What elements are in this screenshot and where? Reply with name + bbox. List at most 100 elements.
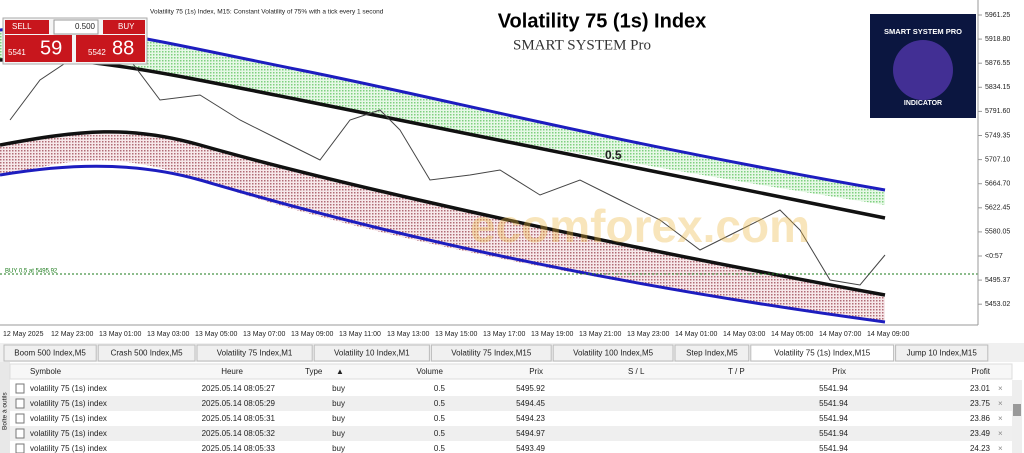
ask-small: 88	[112, 37, 134, 59]
ask-box[interactable]	[76, 35, 145, 62]
cell-price: 5493.49	[516, 444, 545, 453]
tab[interactable]	[750, 344, 895, 362]
time-label: 13 May 13:00	[387, 331, 430, 338]
price-label: 5580.05	[985, 229, 1010, 236]
close-button[interactable]: ×	[998, 444, 1003, 453]
upper-band	[0, 27, 885, 205]
time-label: 13 May 01:00	[99, 331, 142, 338]
sell-label: SELL	[12, 22, 32, 31]
tab-label: Volatility 10 Index,M1	[334, 349, 410, 358]
close-button[interactable]: ×	[998, 414, 1003, 423]
tab[interactable]	[97, 344, 196, 362]
ad-title: SMART SYSTEM PRO	[884, 27, 962, 36]
cell-type: buy	[332, 384, 345, 393]
subtitle: SMART SYSTEM Pro	[513, 37, 651, 53]
table-row[interactable]	[10, 396, 1012, 411]
cell-profit: 23.49	[970, 429, 991, 438]
time-label: 12 May 2025	[3, 331, 44, 338]
bid-big: 5541	[8, 48, 26, 57]
table-row[interactable]	[10, 381, 1012, 396]
column-header: Prix	[832, 367, 846, 376]
tab[interactable]	[196, 344, 313, 362]
cell-profit: 23.86	[970, 414, 991, 423]
column-header: Heure	[221, 367, 243, 376]
cell-profit: 23.01	[970, 384, 991, 393]
tab[interactable]	[895, 344, 989, 362]
ad-subtitle: INDICATOR	[904, 100, 942, 107]
toolbox-label: Boîte à outils	[2, 392, 9, 430]
time-label: 14 May 07:00	[819, 331, 862, 338]
tab[interactable]	[674, 344, 750, 362]
cell-symbol: volatility 75 (1s) index	[30, 414, 107, 423]
table-row[interactable]	[10, 426, 1012, 441]
row-icon	[15, 383, 25, 394]
cell-price: 5494.45	[516, 399, 545, 408]
ad-box: SMART SYSTEM PRO INDICATOR	[870, 14, 976, 118]
time-label: 13 May 09:00	[291, 331, 334, 338]
close-button[interactable]: ×	[998, 429, 1003, 438]
order-label: BUY 0.5 at 5495.92	[5, 269, 58, 275]
time-label: 14 May 05:00	[771, 331, 814, 338]
buy-button[interactable]	[103, 20, 145, 34]
toolbox-strip	[0, 362, 10, 453]
time-label: 13 May 05:00	[195, 331, 238, 338]
price-label: 5664.70	[985, 181, 1010, 188]
close-button[interactable]: ×	[998, 384, 1003, 393]
cell-profit: 23.75	[970, 399, 991, 408]
sell-button[interactable]	[5, 20, 49, 34]
tab-label: Jump 10 Index,M15	[907, 349, 978, 358]
row-icon	[15, 443, 25, 453]
tab-label: Volatility 100 Index,M5	[573, 349, 654, 358]
close-button[interactable]: ×	[998, 399, 1003, 408]
volume-input[interactable]	[53, 19, 99, 35]
cell-time: 2025.05.14 08:05:29	[202, 399, 276, 408]
tab-label: Boom 500 Index,M5	[14, 349, 86, 358]
bid-box[interactable]	[5, 35, 72, 62]
price-label: 5495.37	[985, 277, 1010, 284]
row-icon	[15, 413, 25, 424]
time-axis: 12 May 2025 12 May 23:00 13 May 01:00 13 Ma…	[3, 331, 910, 338]
cell-volume: 0.5	[434, 384, 446, 393]
tab[interactable]	[313, 344, 430, 362]
price-label: 5791.60	[985, 108, 1010, 115]
cell-time: 2025.05.14 08:05:33	[202, 444, 276, 453]
scroll-thumb[interactable]	[1013, 404, 1021, 416]
level-label: 0.5	[605, 148, 622, 162]
cell-current: 5541.94	[819, 429, 848, 438]
positions-table: Symbole Heure Type Volume Prix S / L T / P Prix…	[9, 363, 1013, 453]
ad-brain	[893, 40, 953, 100]
tab[interactable]	[552, 344, 674, 362]
cell-symbol: volatility 75 (1s) index	[30, 429, 107, 438]
table-row[interactable]	[10, 441, 1012, 453]
price-path	[9, 54, 886, 286]
cell-price: 5494.23	[516, 414, 545, 423]
chart-info: Volatility 75 (1s) Index, M15: Constant …	[150, 9, 384, 16]
tab-label: Volatility 75 Index,M1	[217, 349, 293, 358]
tab[interactable]	[3, 344, 97, 362]
time-label: 14 May 01:00	[675, 331, 718, 338]
tab-label: Volatility 75 (1s) Index,M15	[774, 349, 871, 358]
cell-current: 5541.94	[819, 444, 848, 453]
time-label: 13 May 19:00	[531, 331, 574, 338]
cell-symbol: volatility 75 (1s) index	[30, 384, 107, 393]
column-header: Prix	[529, 367, 543, 376]
volume-value: 0.500	[75, 22, 96, 31]
time-label: 13 May 07:00	[243, 331, 286, 338]
tab[interactable]	[430, 344, 552, 362]
cell-price: 5495.92	[516, 384, 545, 393]
cell-type: buy	[332, 429, 345, 438]
buy-label: BUY	[118, 22, 135, 31]
cell-type: buy	[332, 444, 345, 453]
table-row[interactable]	[10, 411, 1012, 426]
time-label: 14 May 09:00	[867, 331, 910, 338]
cell-price: 5494.97	[516, 429, 545, 438]
time-label: 13 May 11:00	[339, 331, 381, 338]
column-header: Symbole	[30, 367, 62, 376]
column-header: Profit	[971, 367, 990, 376]
cell-type: buy	[332, 414, 345, 423]
time-label: 13 May 23:00	[627, 331, 670, 338]
sort-icon: ▲	[336, 367, 344, 376]
time-label: 14 May 03:00	[723, 331, 766, 338]
title: Volatility 75 (1s) Index	[498, 10, 707, 32]
price-label: 5834.15	[985, 84, 1010, 91]
